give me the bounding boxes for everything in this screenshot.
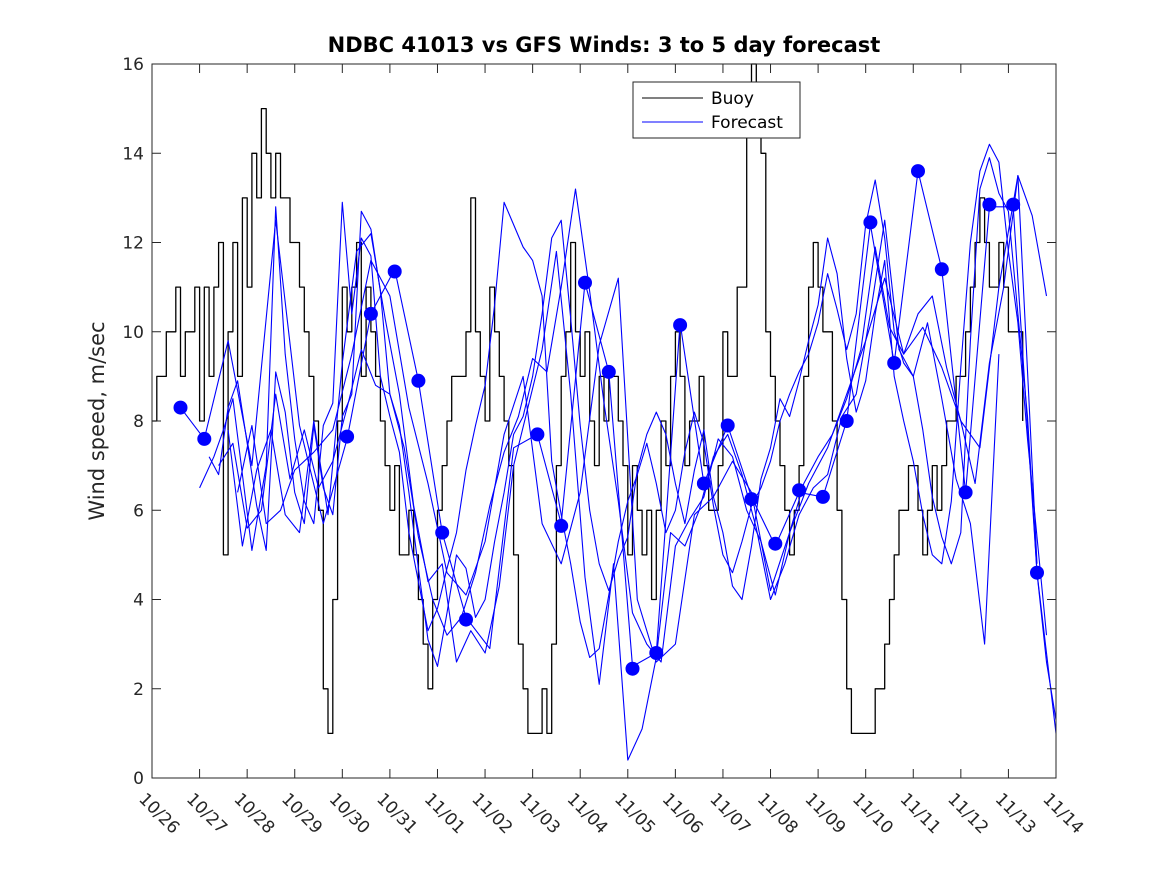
y-axis-label: Wind speed, m/sec <box>85 321 109 520</box>
forecast-point-24 <box>911 164 925 179</box>
y-tick-label-6: 12 <box>122 234 144 254</box>
forecast-point-5 <box>411 373 426 388</box>
forecast-point-28 <box>1006 197 1021 212</box>
chart-title: NDBC 41013 vs GFS Winds: 3 to 5 day fore… <box>328 33 881 57</box>
y-tick-label-7: 14 <box>122 144 144 164</box>
forecast-point-13 <box>649 646 664 660</box>
series-layer <box>152 63 1057 761</box>
forecast-point-22 <box>863 215 878 230</box>
series-line-forecast-run-2-2 <box>199 157 1057 721</box>
forecast-point-10 <box>578 275 592 290</box>
forecast-point-19 <box>792 483 807 498</box>
legend-label-forecast: Forecast <box>711 113 783 133</box>
tick-layer <box>151 63 1057 779</box>
forecast-point-29 <box>1030 565 1044 580</box>
forecast-point-1 <box>197 431 212 446</box>
y-tick-label-8: 16 <box>122 55 144 75</box>
y-tick-label-3: 6 <box>133 501 144 521</box>
series-line-forecast-run-4-4 <box>218 175 1048 663</box>
y-tick-label-0: 0 <box>133 769 144 789</box>
forecast-point-17 <box>744 492 759 507</box>
y-tick-label-2: 4 <box>133 591 144 611</box>
forecast-point-18 <box>768 536 783 551</box>
forecast-point-16 <box>720 418 735 433</box>
forecast-point-20 <box>815 489 830 504</box>
forecast-point-9 <box>554 518 569 533</box>
forecast-point-6 <box>435 525 450 540</box>
forecast-point-7 <box>459 612 473 627</box>
forecast-point-27 <box>982 197 997 212</box>
forecast-point-23 <box>887 356 902 370</box>
forecast-point-11 <box>601 364 616 379</box>
series-line-forecast-run-6-6 <box>237 175 1038 663</box>
forecast-point-8 <box>530 427 545 442</box>
legend-box <box>632 81 801 139</box>
forecast-point-26 <box>958 485 973 500</box>
marker-layer <box>173 164 1044 676</box>
y-tick-label-5: 10 <box>122 323 144 343</box>
series-line-forecast-run-5-5 <box>227 219 1000 761</box>
y-tick-label-4: 8 <box>133 412 144 432</box>
forecast-point-4 <box>387 264 402 279</box>
y-tick-label-1: 2 <box>133 680 144 700</box>
legend-label-buoy: Buoy <box>711 89 754 109</box>
forecast-point-0 <box>173 400 188 415</box>
forecast-point-14 <box>673 318 688 333</box>
forecast-point-21 <box>839 414 854 428</box>
forecast-point-15 <box>696 476 711 491</box>
legend: Buoy Forecast <box>632 81 801 139</box>
y-tick-labels: 0 2 4 6 8 10 12 14 16 <box>122 55 144 789</box>
forecast-point-3 <box>363 306 378 321</box>
forecast-point-25 <box>934 262 949 277</box>
forecast-point-2 <box>340 429 355 444</box>
forecast-point-12 <box>625 661 640 676</box>
